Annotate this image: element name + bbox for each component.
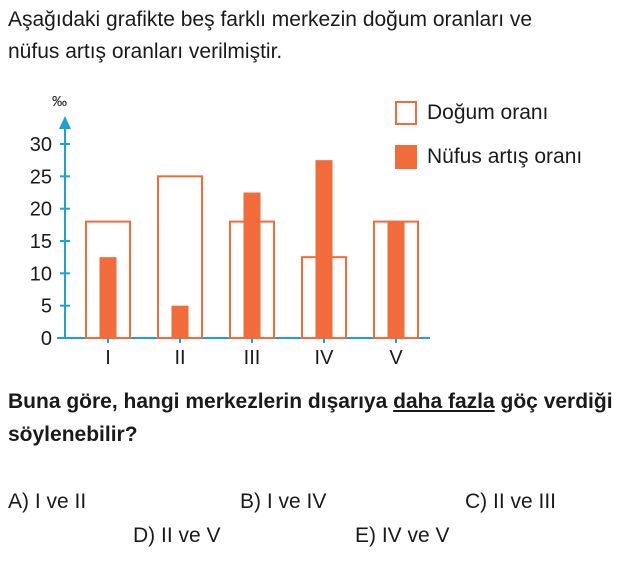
legend-item-birth: Doğum oranı — [395, 98, 582, 128]
x-tick-label: III — [244, 347, 261, 369]
y-tick-label: 20 — [30, 199, 52, 221]
y-tick-label: 25 — [30, 166, 52, 188]
legend-swatch-outline — [395, 101, 417, 125]
legend-label-birth: Doğum oranı — [427, 101, 549, 124]
option-c[interactable]: C) II ve III — [465, 490, 557, 513]
y-tick-label: 15 — [30, 231, 52, 253]
y-tick-label: 30 — [30, 134, 52, 156]
bar-growth-rate — [387, 221, 405, 338]
option-e[interactable]: E) IV ve V — [355, 524, 450, 547]
option-a[interactable]: A) I ve II — [8, 490, 87, 513]
question-part-2: göç verdiği söylenebilir? — [8, 390, 613, 446]
legend-label-growth: Nüfus artış oranı — [427, 145, 583, 168]
bar-growth-rate — [171, 305, 189, 338]
intro-line-1: Aşağıdaki grafikte beş farklı merkezin d… — [8, 8, 533, 31]
y-axis-unit-label: ‰ — [52, 93, 67, 110]
bar-growth-rate — [99, 257, 117, 338]
question-text: Buna göre, hangi merkezlerin dışarıya da… — [8, 385, 636, 451]
x-tick-label: I — [105, 347, 111, 369]
legend-item-growth: Nüfus artış oranı — [395, 142, 582, 172]
question-intro: Aşağıdaki grafikte beş farklı merkezin d… — [8, 4, 636, 68]
y-tick-label: 5 — [41, 296, 52, 318]
chart-legend: Doğum oranı Nüfus artış oranı — [395, 98, 582, 186]
legend-swatch-filled — [395, 145, 417, 169]
option-b[interactable]: B) I ve IV — [240, 490, 327, 513]
bar-growth-rate — [243, 192, 261, 338]
question-emphasis: daha fazla — [393, 390, 495, 413]
option-d[interactable]: D) II ve V — [133, 524, 221, 547]
x-tick-label: II — [174, 347, 185, 369]
question-part-1: Buna göre, hangi merkezlerin dışarıya — [8, 390, 388, 413]
x-tick-label: V — [389, 347, 403, 369]
x-tick-label: IV — [315, 347, 335, 369]
intro-line-2: nüfus artış oranları verilmiştir. — [8, 40, 283, 63]
y-tick-label: 0 — [41, 328, 52, 350]
y-tick-label: 10 — [30, 263, 52, 285]
bar-growth-rate — [315, 160, 333, 338]
y-axis-arrow-icon — [59, 116, 71, 129]
